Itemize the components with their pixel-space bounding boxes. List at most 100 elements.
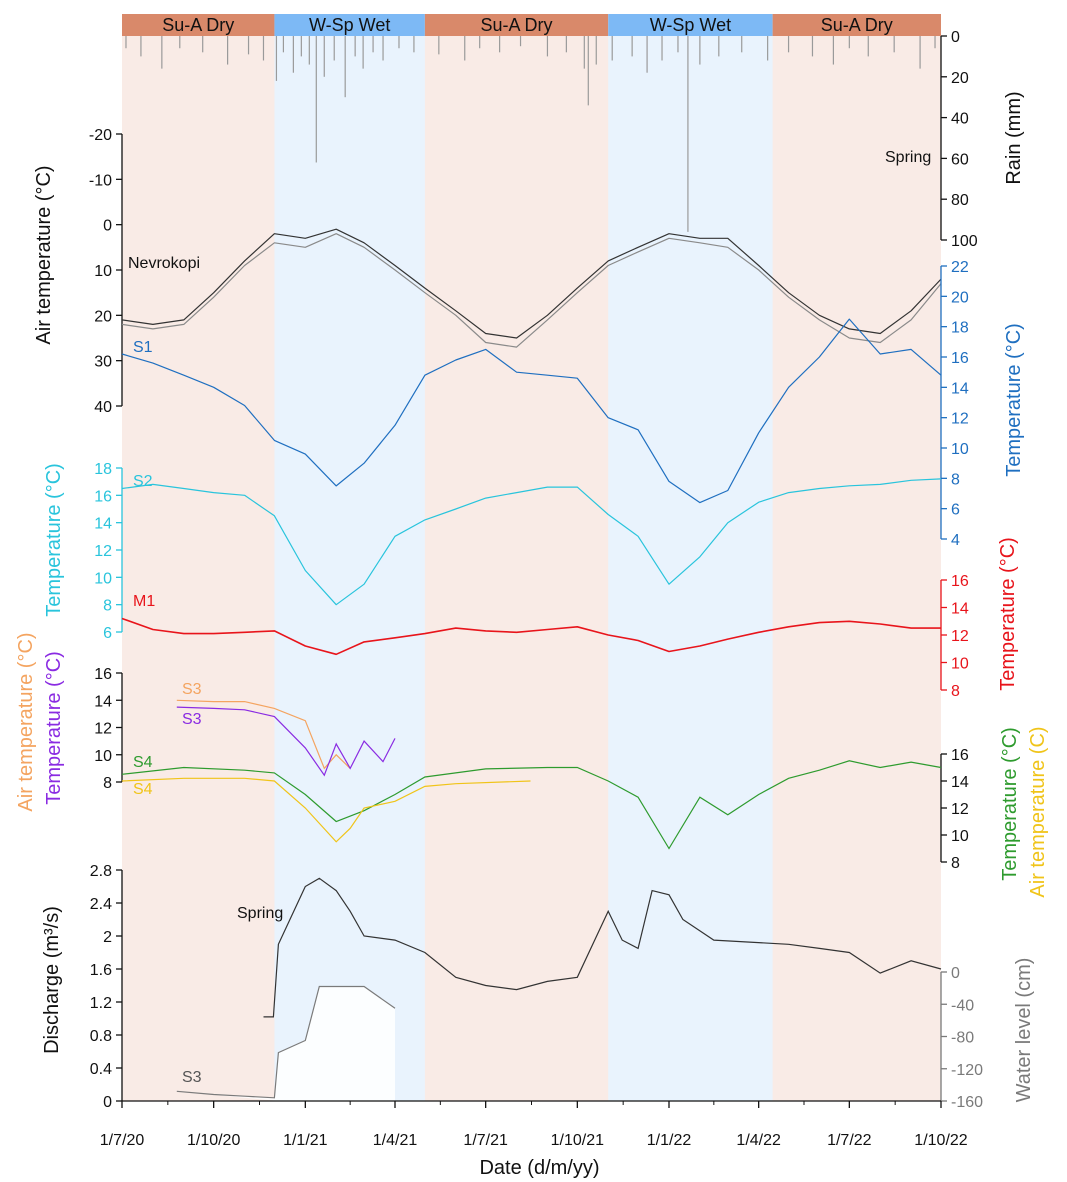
water-level-tick-label: -40 — [951, 997, 974, 1014]
s1-tick-label: 8 — [951, 471, 960, 488]
s1-tick-label: 14 — [951, 380, 969, 397]
annotation-spring-discharge: Spring — [237, 905, 283, 922]
x-tick-label: 1/10/20 — [187, 1132, 240, 1149]
m1-series-line-0 — [121, 617, 941, 656]
s3s4-series-line-3 — [121, 777, 531, 843]
annotation-spring-air: Spring — [885, 149, 931, 166]
x-tick-label: 1/7/20 — [100, 1132, 145, 1149]
s1-tick-label: 4 — [951, 532, 960, 549]
series-label-s2: S2 — [133, 473, 153, 490]
s4-right-axis-label: Temperature (°C) — [999, 727, 1021, 881]
discharge-tick-label: 1.6 — [90, 962, 112, 979]
season-band-3 — [608, 36, 773, 1101]
air-tick-label: 0 — [103, 218, 112, 235]
season-band-label: Su-A Dry — [481, 15, 553, 35]
air-series-line-0 — [121, 228, 942, 339]
s2-tick-label: 18 — [94, 461, 112, 478]
series-label-s3: S3 — [182, 681, 202, 698]
discharge-tick-label: 2 — [103, 929, 112, 946]
discharge-tick-label: 2.8 — [90, 863, 112, 880]
annotation-nevrokopi: Nevrokopi — [128, 255, 200, 272]
x-tick-label: 1/10/21 — [551, 1132, 604, 1149]
s3-left-axis-label-secondary: Air temperature (°C) — [15, 632, 37, 811]
season-band-0 — [122, 36, 275, 1101]
s3s4-series-line-2 — [121, 760, 942, 850]
s3s4-series-line-1 — [176, 706, 396, 777]
annotation-s3-level: S3 — [182, 1069, 202, 1086]
air-tick-label: 10 — [94, 263, 112, 280]
rain-tick-label: 0 — [951, 29, 960, 46]
season-band-1 — [274, 36, 425, 1101]
s4-right-axis-label-secondary: Air temperature (C) — [1027, 726, 1049, 897]
water-level-tick-label: 0 — [951, 965, 960, 982]
series-label-s1: S1 — [133, 339, 153, 356]
x-axis-label: Date (d/m/yy) — [479, 1157, 599, 1179]
season-band-4 — [772, 36, 941, 1101]
rain-axis-label: Rain (mm) — [1003, 91, 1025, 184]
s1-tick-label: 12 — [951, 411, 969, 428]
rain-tick-label: 100 — [951, 233, 978, 250]
x-tick-label: 1/7/22 — [827, 1132, 872, 1149]
season-band-label: Su-A Dry — [821, 15, 893, 35]
m1-tick-label: 14 — [951, 601, 969, 618]
s4-right-tick-label: 8 — [951, 855, 960, 872]
s4-right-tick-label: 10 — [951, 828, 969, 845]
discharge-axis-label: Discharge (m³/s) — [41, 906, 63, 1054]
discharge-tick-label: 0.8 — [90, 1028, 112, 1045]
water-level-tick-label: -160 — [951, 1094, 983, 1111]
water-level-tick-label: -120 — [951, 1062, 983, 1079]
season-band-label: Su-A Dry — [162, 15, 234, 35]
air-series-line-1 — [121, 233, 942, 348]
rain-tick-label: 40 — [951, 111, 969, 128]
x-tick-label: 1/4/21 — [373, 1132, 418, 1149]
rain-tick-label: 80 — [951, 192, 969, 209]
discharge-line — [263, 877, 942, 1018]
season-band-label: W-Sp Wet — [650, 15, 731, 35]
m1-tick-label: 10 — [951, 656, 969, 673]
water-level-line — [176, 985, 396, 1099]
x-tick-label: 1/1/22 — [647, 1132, 692, 1149]
discharge-tick-label: 1.2 — [90, 995, 112, 1012]
m1-tick-label: 12 — [951, 628, 969, 645]
series-label-s4: S4 — [133, 754, 153, 771]
s3-left-axis-label: Temperature (°C) — [43, 651, 65, 805]
s1-axis-label: Temperature (°C) — [1003, 323, 1025, 477]
water-level-axis-label: Water level (cm) — [1013, 958, 1035, 1103]
season-band-header-3 — [608, 14, 773, 36]
season-band-header-0 — [122, 14, 275, 36]
air-tick-label: 40 — [94, 399, 112, 416]
x-tick-label: 1/4/22 — [736, 1132, 781, 1149]
s1-tick-label: 18 — [951, 320, 969, 337]
rain-tick-label: 60 — [951, 151, 969, 168]
s1-tick-label: 16 — [951, 350, 969, 367]
s2-tick-label: 8 — [103, 598, 112, 615]
discharge-tick-label: 2.4 — [90, 896, 112, 913]
air-tick-label: -10 — [89, 172, 112, 189]
x-tick-label: 1/1/21 — [283, 1132, 328, 1149]
water-level-tick-label: -80 — [951, 1030, 974, 1047]
s1-tick-label: 22 — [951, 259, 969, 276]
discharge-tick-label: 0 — [103, 1094, 112, 1111]
m1-tick-label: 16 — [951, 573, 969, 590]
s1-tick-label: 20 — [951, 289, 969, 306]
s3s4-series-line-0 — [176, 699, 351, 770]
s2-tick-label: 6 — [103, 625, 112, 642]
s1-tick-label: 6 — [951, 502, 960, 519]
s2-tick-label: 14 — [94, 516, 112, 533]
season-band-label: W-Sp Wet — [309, 15, 390, 35]
air-axis-label: Air temperature (°C) — [33, 165, 55, 344]
s4-right-tick-label: 14 — [951, 774, 969, 791]
season-band-header-4 — [772, 14, 941, 36]
water-level-area — [176, 986, 395, 1101]
s2-series-line-0 — [121, 478, 942, 606]
m1-tick-label: 8 — [951, 683, 960, 700]
s2-tick-label: 10 — [94, 570, 112, 587]
s4-right-tick-label: 12 — [951, 801, 969, 818]
season-band-header-1 — [274, 14, 425, 36]
season-band-header-2 — [424, 14, 609, 36]
air-tick-label: -20 — [89, 127, 112, 144]
series-label-s4: S4 — [133, 781, 153, 798]
s3-left-tick-label: 16 — [94, 666, 112, 683]
x-tick-label: 1/7/21 — [463, 1132, 508, 1149]
